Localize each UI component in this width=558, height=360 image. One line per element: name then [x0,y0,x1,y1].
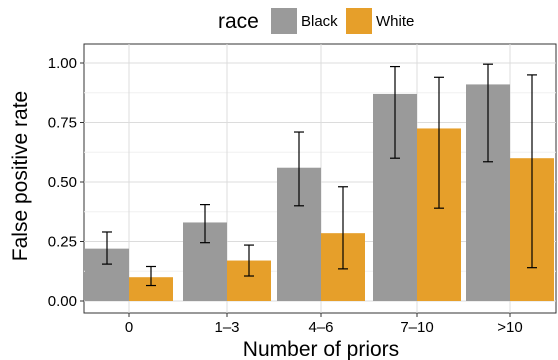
y-axis-title: False positive rate [9,91,32,261]
y-tick-label: 0.00 [48,293,77,310]
y-tick-label: 0.25 [48,234,77,251]
y-tick-label: 0.50 [48,174,77,191]
y-tick-label: 1.00 [48,55,77,72]
x-axis-title: Number of priors [243,338,399,360]
legend-swatch-white [346,8,372,34]
x-tick-label: >10 [497,319,522,336]
y-axis: 0.00 0.25 0.50 0.75 1.00 [48,55,84,310]
legend-swatch-black [271,8,297,34]
legend-label-black: Black [301,13,338,30]
x-tick-label: 0 [125,319,133,336]
legend-title: race [218,10,259,33]
legend-label-white: White [376,13,414,30]
x-tick-label: 1–3 [214,319,239,336]
error-bars-layer [102,63,537,287]
y-tick-label: 0.75 [48,115,77,132]
legend: race Black White [218,8,414,34]
x-tick-label: 7–10 [400,319,433,336]
x-axis: 0 1–3 4–6 7–10 >10 [125,313,523,336]
bar-white [129,277,173,301]
x-tick-label: 4–6 [308,319,333,336]
